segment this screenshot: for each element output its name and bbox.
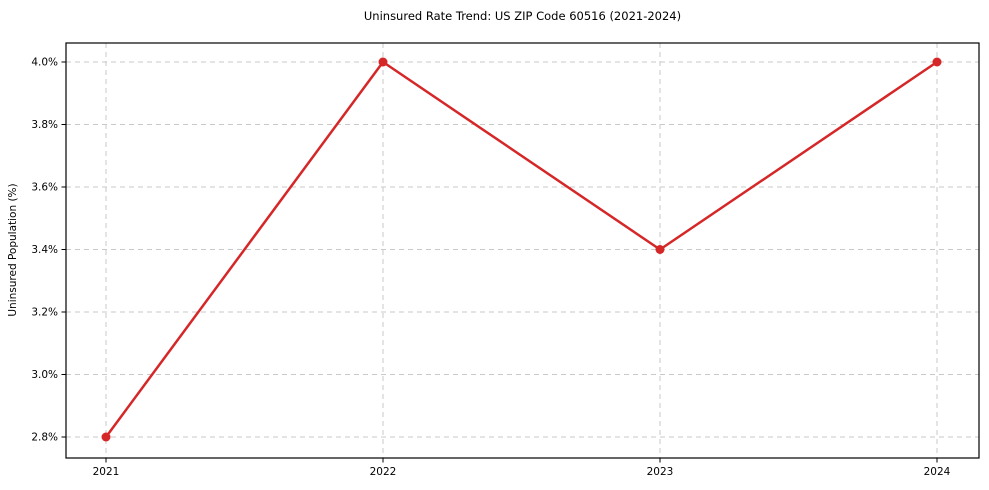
data-point-marker xyxy=(378,57,388,67)
y-tick-label: 4.0% xyxy=(31,57,58,69)
trend-line xyxy=(104,60,939,439)
y-tick-label: 3.4% xyxy=(31,244,58,256)
x-tick-label: 2021 xyxy=(93,466,120,478)
chart-title: Uninsured Rate Trend: US ZIP Code 60516 … xyxy=(363,9,682,23)
data-point-marker xyxy=(101,432,111,442)
x-tick-label: 2023 xyxy=(647,466,674,478)
data-point-marker xyxy=(932,57,942,67)
x-tick-label: 2024 xyxy=(924,466,951,478)
grid-lines xyxy=(66,43,979,458)
y-tick-label: 3.0% xyxy=(31,369,58,381)
plot-border xyxy=(65,42,980,459)
y-tick-label: 2.8% xyxy=(31,432,58,444)
data-point-marker xyxy=(655,245,665,254)
y-tick-label: 3.8% xyxy=(31,119,58,131)
axis-ticks xyxy=(61,61,938,463)
data-series xyxy=(101,57,942,442)
x-tick-label: 2022 xyxy=(370,466,397,478)
y-tick-label: 3.6% xyxy=(31,182,58,194)
y-tick-label: 3.2% xyxy=(31,307,58,319)
axis-tick-labels: 2.8% 3.0% 3.2% 3.4% 3.6% 3.8% 4.0% 2021 2022 2023… xyxy=(31,57,950,479)
